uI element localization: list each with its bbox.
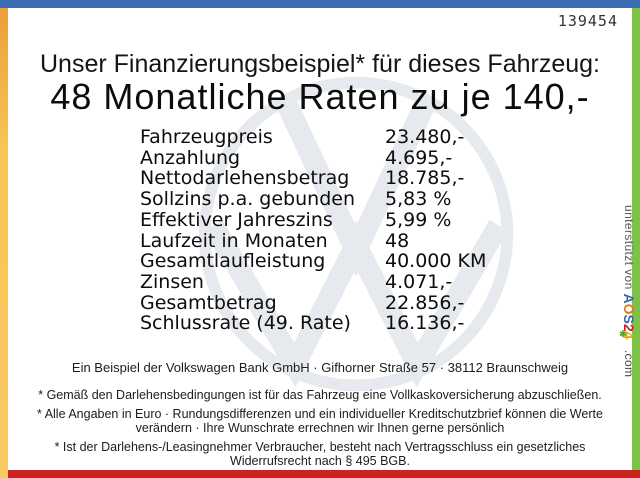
supported-by-text: unterstützt von — [622, 205, 636, 294]
table-row-value: 4.071,- — [385, 270, 453, 293]
right-border-bar — [632, 8, 640, 470]
document-body: 139454 Unser Finanzierungsbeispiel* für … — [8, 8, 632, 470]
page-title: Unser Finanzierungsbeispiel* für dieses … — [39, 50, 600, 78]
table-row-value: 16.136,- — [385, 312, 465, 335]
table-row-label: Effektiver Jahreszins — [140, 208, 333, 231]
document-number: 139454 — [557, 12, 618, 30]
rate-headline: 48 Monatliche Raten zu je 140,- — [50, 76, 590, 117]
legal-footer: Ein Beispiel der Volkswagen Bank GmbH · … — [8, 360, 632, 473]
brand-letter-s: S — [621, 314, 637, 324]
brand-letter-a: A — [621, 293, 637, 304]
left-border-bar — [0, 8, 8, 478]
finance-table: Fahrzeugpreis 23.480,- Anzahlung 4.695,-… — [140, 127, 486, 334]
top-border-bar — [0, 0, 640, 8]
footnote-euro-rounding: * Alle Angaben in Euro · Rundungsdiffere… — [37, 406, 603, 436]
vw-logo-icon — [198, 76, 514, 392]
table-row-label: Gesamtlaufleistung — [140, 250, 326, 273]
brand-domain: .com — [622, 349, 636, 378]
brand-letter-o: O — [621, 303, 637, 315]
bottom-border-bar — [8, 470, 640, 478]
bank-address: Ein Beispiel der Volkswagen Bank GmbH · … — [71, 360, 569, 375]
table-row-label: Gesamtbetrag — [140, 291, 277, 314]
table-row-value: 23.480,- — [385, 126, 465, 148]
table-row-label: Schlussrate (49. Rate) — [140, 312, 351, 335]
sparkle-icon: ✱ — [619, 330, 629, 341]
table-row-value: 4.695,- — [385, 146, 453, 169]
footnote-insurance: * Gemäß den Darlehensbedingungen ist für… — [38, 388, 602, 402]
table-row-value: 18.785,- — [385, 167, 465, 190]
table-row-value: 48 — [385, 229, 410, 252]
table-row-label: Fahrzeugpreis — [140, 126, 273, 148]
table-row-value: 40.000 KM — [385, 250, 487, 273]
table-row-label: Anzahlung — [140, 146, 241, 169]
table-row-value: 5,99 % — [385, 208, 452, 231]
brand-letter-4: 4 — [621, 331, 637, 340]
table-row-label: Laufzeit in Monaten — [140, 229, 328, 252]
brand-letter-2: 2 — [621, 323, 637, 332]
table-row-label: Nettodarlehensbetrag — [140, 167, 350, 190]
table-row-value: 22.856,- — [385, 291, 465, 314]
supported-by-vertical-label: unterstützt von AOS24✱ .com — [619, 205, 637, 378]
table-row-label: Sollzins p.a. gebunden — [140, 188, 355, 211]
table-row-label: Zinsen — [140, 270, 204, 293]
table-row-value: 5,83 % — [385, 188, 452, 211]
footnote-withdrawal-right: * Ist der Darlehens-/Leasingnehmer Verbr… — [54, 439, 586, 469]
